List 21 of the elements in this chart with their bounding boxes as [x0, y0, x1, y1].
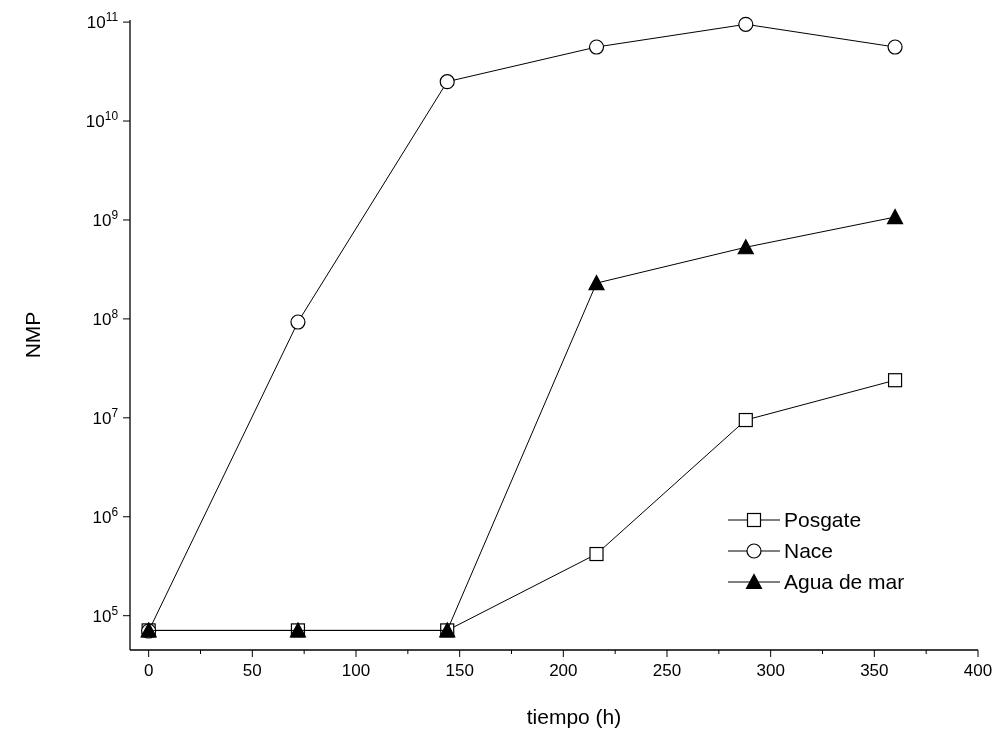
y-tick-label: 10$^{8}$ [92, 306, 119, 329]
y-tick-label: 10$^{11}$ [86, 10, 119, 33]
y-tick-label: 10$^{10}$ [85, 109, 119, 132]
x-tick-label: 200 [549, 661, 578, 680]
legend-label: Nace [784, 539, 834, 562]
legend-label: Agua de mar [784, 570, 905, 593]
x-tick-label: 50 [242, 661, 262, 680]
x-tick-label: 350 [860, 661, 889, 680]
x-tick-label: 0 [143, 661, 154, 680]
x-tick-label: 250 [652, 661, 682, 680]
x-tick-label: 400 [963, 661, 993, 680]
y-axis-title: NMP [21, 311, 44, 359]
x-tick-label: 300 [756, 661, 785, 680]
x-tick-label: 150 [445, 661, 474, 680]
x-tick-label: 100 [341, 661, 371, 680]
y-tick-label: 10$^{5}$ [92, 603, 119, 626]
x-axis-title: tiempo (h) [526, 705, 622, 728]
y-tick-label: 10$^{9}$ [92, 207, 119, 230]
y-tick-label: 10$^{7}$ [92, 405, 119, 428]
legend-label: Posgate [784, 508, 862, 531]
y-tick-label: 10$^{6}$ [92, 504, 119, 527]
